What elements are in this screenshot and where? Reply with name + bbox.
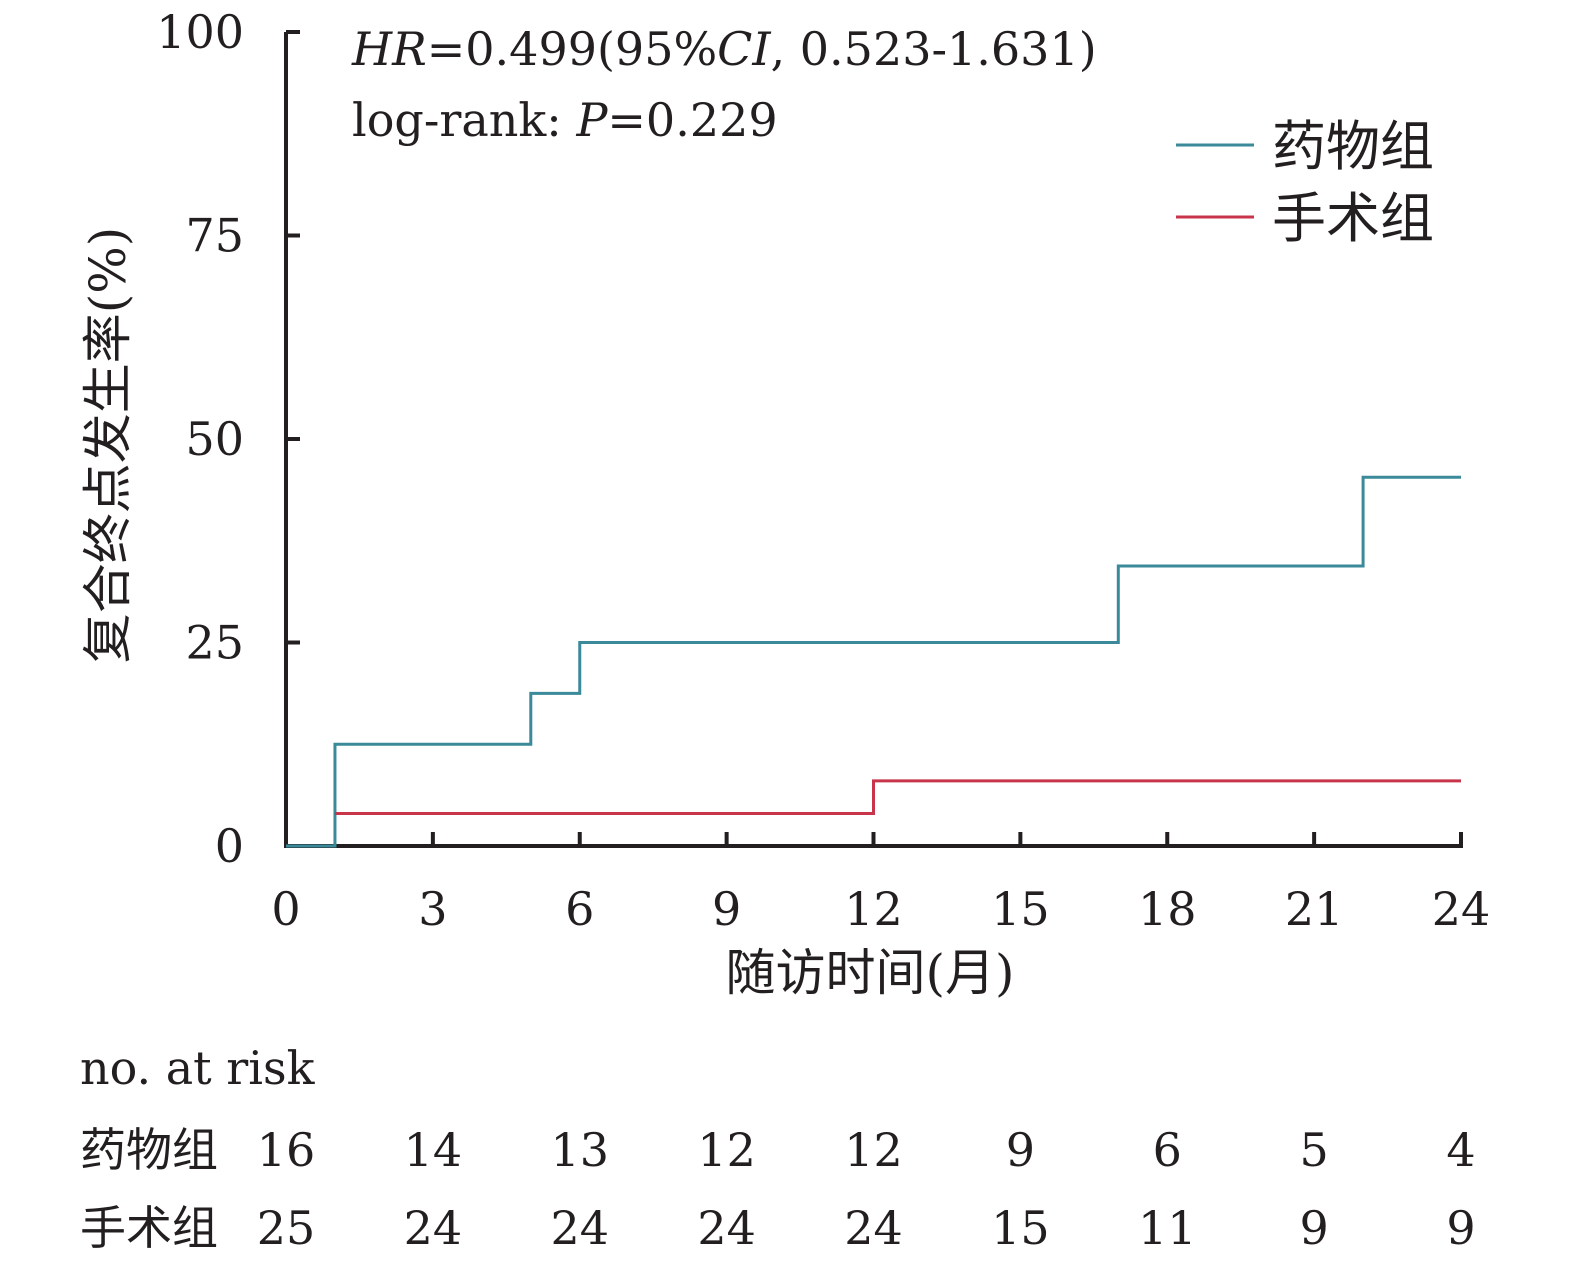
risk-value: 4 (1446, 1123, 1475, 1177)
hr-annotation: HR=0.499(95%CI, 0.523-1.631) (351, 22, 1097, 76)
y-tick-label: 100 (156, 5, 244, 59)
risk-value: 24 (844, 1201, 903, 1255)
series-line-2 (334, 779, 1461, 815)
x-tick-label: 18 (1138, 882, 1197, 936)
axes: 0 25 50 75 100 0 3 6 9 12 15 18 21 24 (156, 5, 1490, 936)
series-line-1 (286, 475, 1461, 848)
series-lines (286, 475, 1461, 848)
p-symbol: P (575, 93, 608, 147)
risk-value: 24 (404, 1201, 463, 1255)
risk-value: 16 (257, 1123, 316, 1177)
risk-value: 24 (550, 1201, 609, 1255)
y-tick-label: 0 (215, 819, 244, 873)
risk-value: 25 (257, 1201, 316, 1255)
x-axis-title: 随访时间(月) (725, 944, 1014, 1002)
p-value: =0.229 (607, 93, 777, 147)
x-tick-label: 15 (991, 882, 1050, 936)
risk-value: 6 (1153, 1123, 1182, 1177)
y-tick-label: 50 (185, 412, 244, 466)
risk-value: 15 (991, 1201, 1050, 1255)
logrank-prefix: log-rank: (352, 93, 576, 147)
y-tick-label: 75 (185, 209, 244, 263)
risk-value: 12 (844, 1123, 903, 1177)
x-tick-label: 6 (565, 882, 594, 936)
x-tick-label: 21 (1285, 882, 1344, 936)
risk-value: 13 (550, 1123, 609, 1177)
risk-row-label: 药物组 (80, 1123, 218, 1177)
risk-value: 5 (1299, 1123, 1328, 1177)
risk-value: 9 (1006, 1123, 1035, 1177)
risk-value: 9 (1299, 1201, 1328, 1255)
y-axis-title: 复合终点发生率(%) (79, 227, 137, 664)
risk-value: 12 (697, 1123, 756, 1177)
y-tick-label: 25 (185, 616, 244, 670)
risk-row-label: 手术组 (80, 1201, 218, 1255)
logrank-annotation: log-rank: P=0.229 (352, 93, 778, 147)
legend-label: 药物组 (1272, 115, 1434, 178)
risk-table: no. at risk 药物组 16 14 13 12 12 9 6 5 4 手术组 25 24 24 24 2… (80, 1041, 1476, 1255)
risk-table-title: no. at risk (80, 1041, 316, 1095)
risk-value: 24 (697, 1201, 756, 1255)
hr-symbol: HR (351, 22, 427, 76)
legend-label: 手术组 (1272, 187, 1434, 250)
x-tick-label: 0 (271, 882, 300, 936)
x-tick-label: 9 (712, 882, 741, 936)
risk-value: 11 (1138, 1201, 1197, 1255)
x-tick-label: 3 (418, 882, 447, 936)
risk-value: 14 (404, 1123, 463, 1177)
risk-value: 9 (1446, 1201, 1475, 1255)
x-tick-label: 24 (1432, 882, 1491, 936)
x-tick-label: 12 (844, 882, 903, 936)
ci-value: , 0.523-1.631) (771, 22, 1097, 76)
ci-symbol: CI (717, 22, 771, 76)
hr-value: =0.499(95% (427, 22, 717, 76)
